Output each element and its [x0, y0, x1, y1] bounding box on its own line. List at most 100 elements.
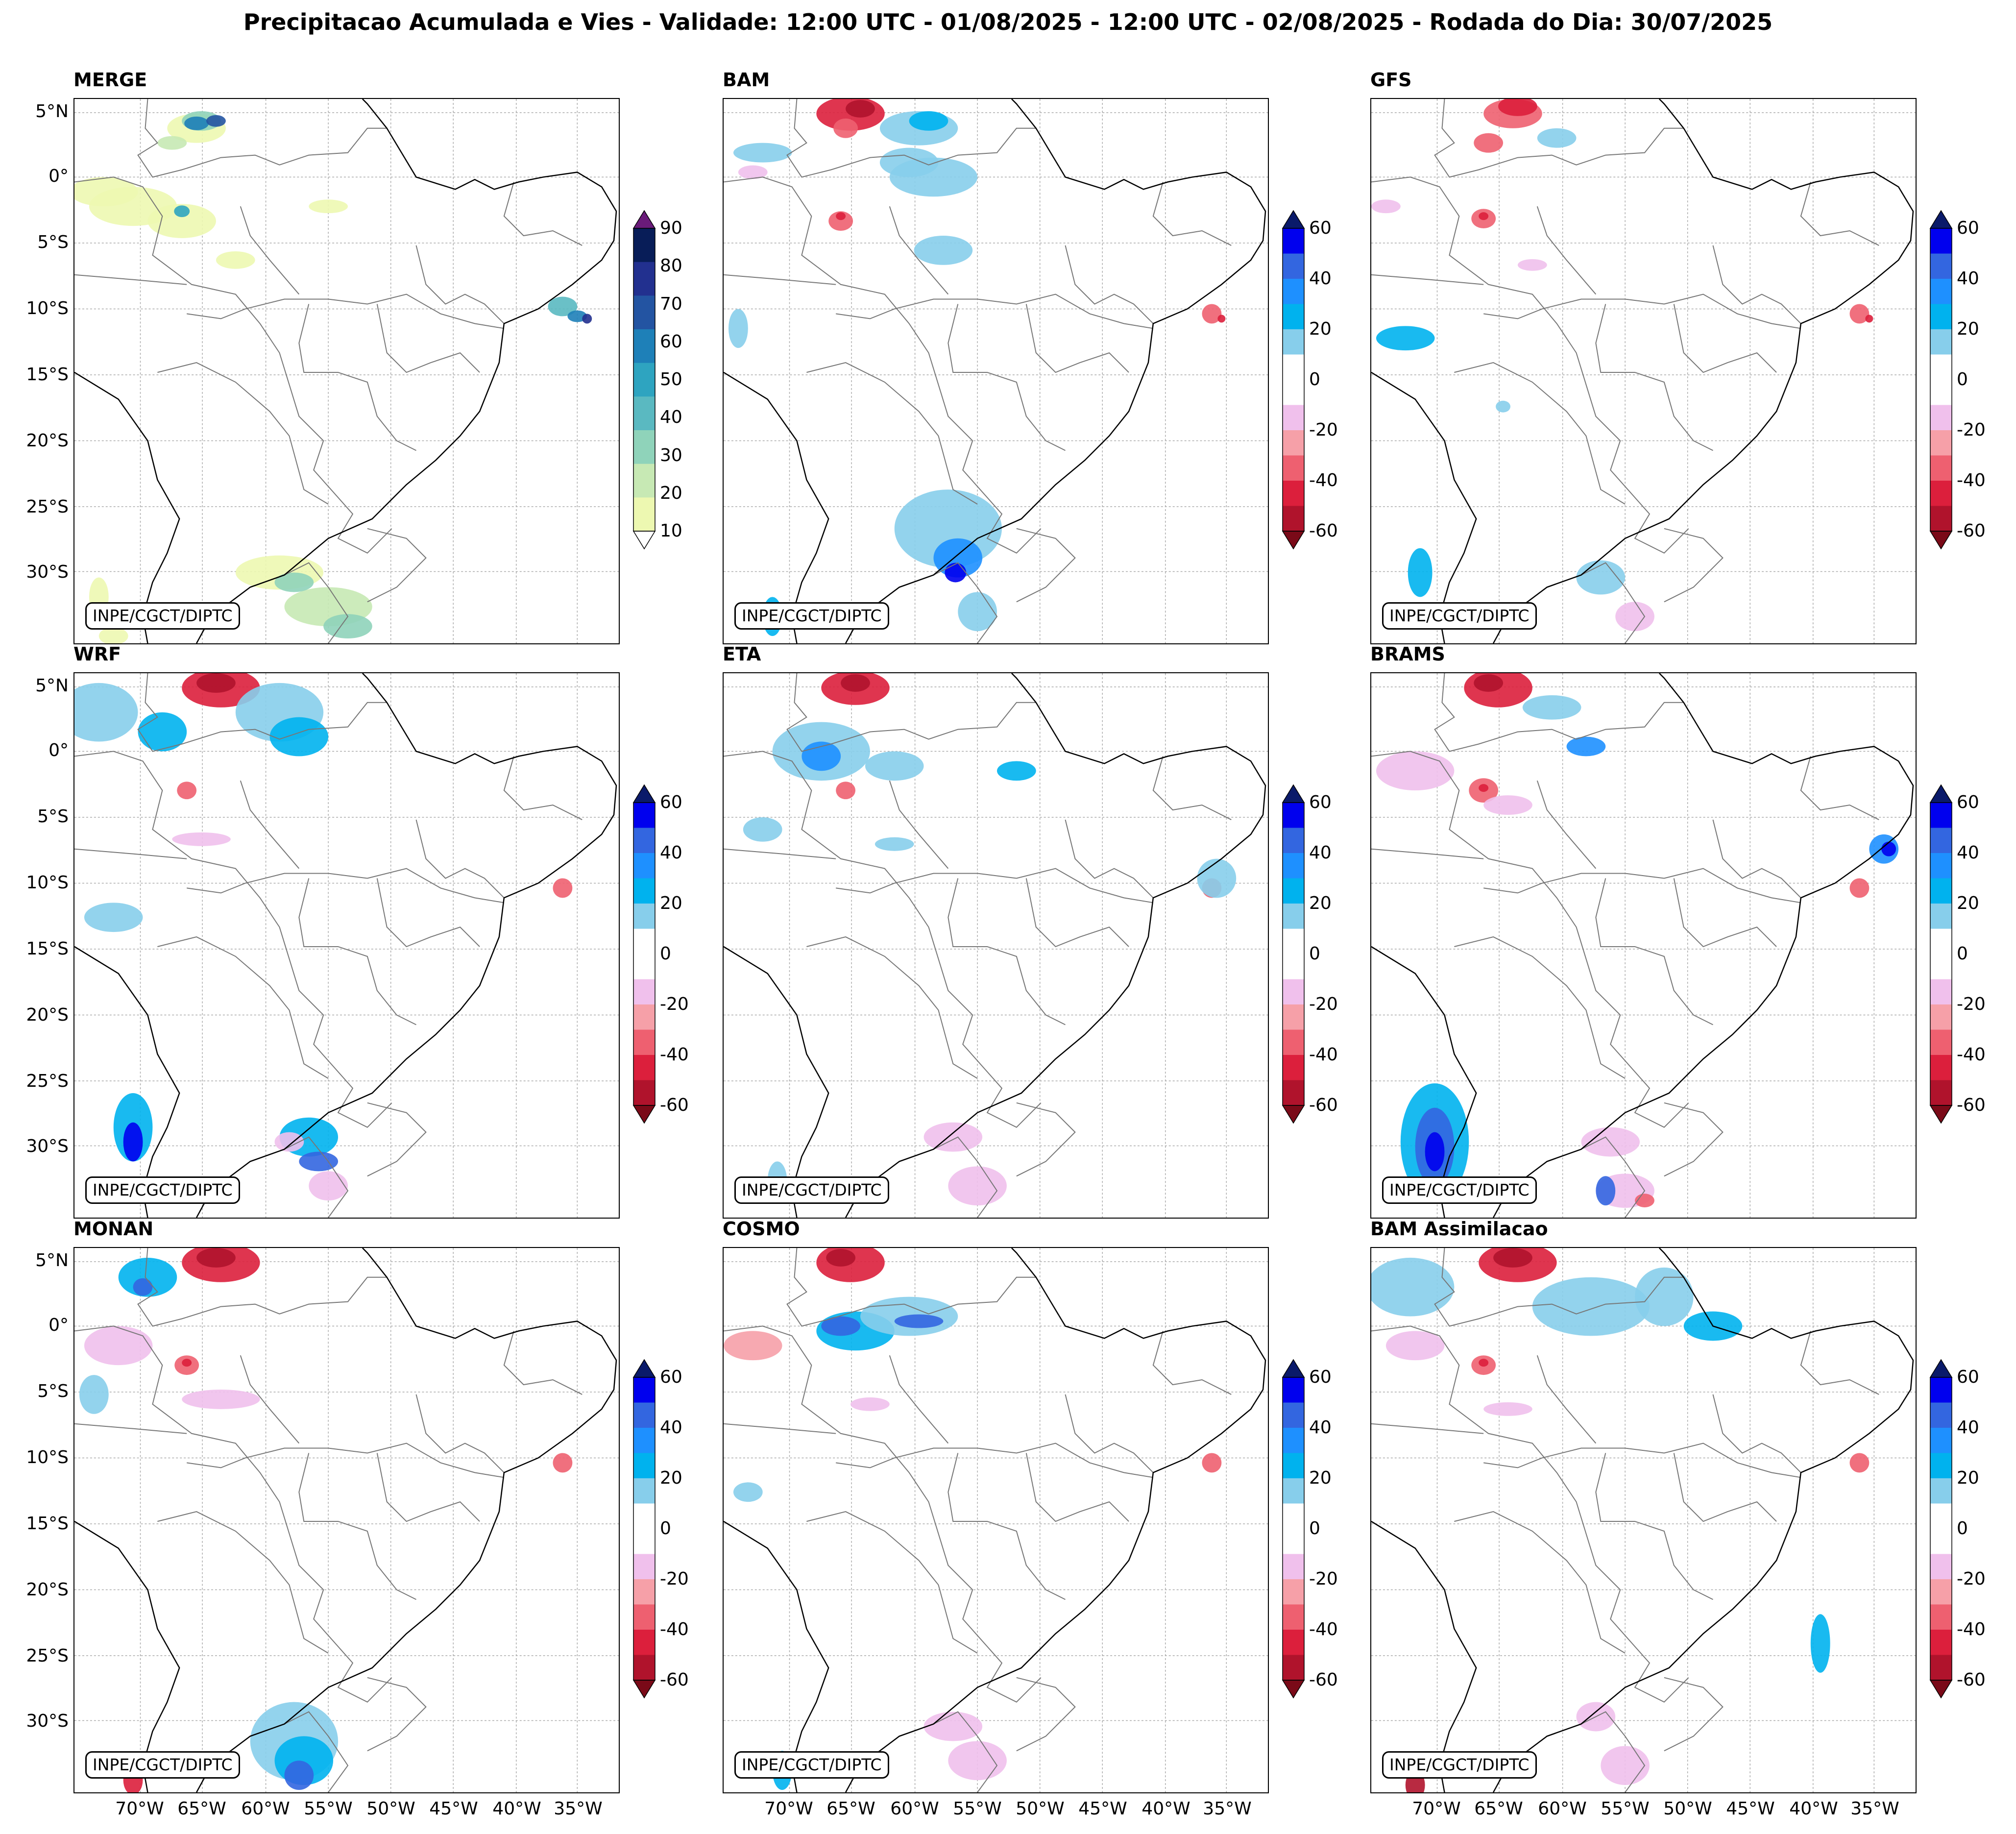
colorbar-tick-label: 60: [660, 792, 682, 812]
colorbar-segment: [633, 262, 655, 296]
field-patch: [309, 1171, 348, 1201]
colorbar-extend-min: [632, 531, 656, 550]
colorbar-segment: [1283, 279, 1304, 304]
lat-tick-label: 25°S: [26, 497, 69, 517]
colorbar-extend-min: [1282, 1105, 1305, 1124]
field-patch: [182, 1359, 192, 1367]
field-patch: [1496, 400, 1510, 413]
lon-tick-label: 35°W: [1850, 1799, 1899, 1819]
colorbar-tick-label: 20: [1309, 893, 1332, 913]
colorbar-tick-label: 30: [660, 445, 682, 465]
field-patch: [1566, 736, 1606, 757]
colorbar-tick-label: 40: [660, 1418, 682, 1438]
colorbar-extend-min: [1929, 1105, 1953, 1124]
colorbar-tick-label: 60: [1309, 1367, 1332, 1387]
colorbar-extend-min: [1929, 531, 1953, 550]
colorbar-tick-label: 20: [660, 893, 682, 913]
colorbar-segment: [1930, 481, 1952, 506]
lat-tick-label: 10°S: [26, 1447, 69, 1467]
colorbar-segment: [1283, 1029, 1304, 1055]
field-patch: [933, 538, 983, 578]
colorbar-tick-label: 40: [1957, 269, 1979, 289]
colorbar-segment: [633, 329, 655, 364]
field-patch: [182, 1389, 260, 1409]
colorbar-tick-label: 0: [1957, 1518, 1968, 1539]
colorbar-segment: [633, 1428, 655, 1453]
colorbar-extend-max: [632, 210, 656, 229]
map-canvas-gfs: [1371, 99, 1916, 643]
map-canvas-bam-assimilacao: [1371, 1248, 1916, 1792]
colorbar-extend-min: [632, 1105, 656, 1124]
lon-tick-label: 35°W: [1203, 1799, 1252, 1819]
colorbar-segment: [1930, 1529, 1952, 1554]
colorbar-tick-label: 10: [660, 521, 682, 541]
field-patch: [1474, 133, 1504, 153]
lat-tick-label: 5°N: [35, 101, 69, 122]
colorbar-segment: [1283, 828, 1304, 854]
colorbar-segment: [1930, 1428, 1952, 1453]
colorbar-segment: [1283, 506, 1304, 532]
colorbar-tick-label: -60: [660, 1095, 689, 1115]
field-patch: [889, 157, 978, 197]
field-patch: [274, 572, 314, 592]
field-patch: [914, 235, 973, 265]
panel-title-gfs: GFS: [1370, 69, 1412, 91]
colorbar-segment: [1930, 405, 1952, 431]
colorbar-tick-label: -40: [1309, 1045, 1338, 1065]
lat-tick-label: 30°S: [26, 562, 69, 582]
colorbar-eta: [1282, 784, 1305, 1124]
field-patch: [309, 199, 348, 214]
field-patch: [553, 1453, 573, 1473]
field-patch: [284, 1761, 314, 1790]
colorbar-brams: [1929, 784, 1953, 1124]
colorbar-segment: [633, 853, 655, 879]
colorbar-segment: [1283, 1604, 1304, 1630]
field-patch: [1425, 1132, 1445, 1172]
colorbar-extend-max: [1282, 784, 1305, 803]
colorbar-segment: [633, 828, 655, 854]
map-monan: INPE/CGCT/DIPTC: [73, 1247, 620, 1793]
field-patch: [1479, 212, 1489, 220]
colorbar-segment: [1930, 1604, 1952, 1630]
colorbar-segment: [633, 1377, 655, 1403]
lon-tick-label: 70°W: [764, 1799, 813, 1819]
lon-tick-label: 60°W: [890, 1799, 939, 1819]
colorbar-tick-label: -60: [660, 1670, 689, 1690]
colorbar-segment: [1283, 929, 1304, 954]
colorbar-segment: [1930, 1055, 1952, 1080]
field-patch: [172, 832, 231, 846]
colorbar-segment: [633, 430, 655, 465]
colorbar-tick-label: 60: [660, 1367, 682, 1387]
credit-label: INPE/CGCT/DIPTC: [734, 602, 889, 630]
lon-tick-label: 40°W: [1142, 1799, 1190, 1819]
field-patch: [996, 761, 1036, 781]
colorbar-segment: [1930, 1377, 1952, 1403]
colorbar-segment: [633, 878, 655, 904]
field-patch: [1479, 784, 1489, 792]
field-patch: [582, 314, 592, 324]
colorbar-segment: [633, 1004, 655, 1030]
colorbar-segment: [1283, 803, 1304, 828]
colorbar-tick-label: 50: [660, 369, 682, 390]
field-patch: [157, 136, 187, 150]
colorbar-merge: [632, 210, 656, 550]
colorbar-tick-label: -40: [1957, 1619, 1986, 1639]
colorbar-extend-min: [632, 1680, 656, 1699]
field-patch: [1635, 1267, 1694, 1326]
field-patch: [923, 1122, 983, 1152]
field-patch: [948, 1741, 1007, 1781]
credit-label: INPE/CGCT/DIPTC: [85, 1176, 240, 1204]
field-patch: [74, 683, 138, 742]
field-patch: [1197, 858, 1237, 898]
field-patch: [1601, 1746, 1650, 1785]
field-patch: [1483, 1402, 1532, 1416]
field-patch: [836, 212, 846, 220]
colorbar-extend-max: [632, 784, 656, 803]
colorbar-segment: [1283, 878, 1304, 904]
field-patch: [567, 310, 587, 322]
field-patch: [733, 1482, 763, 1502]
colorbar-segment: [633, 228, 655, 263]
colorbar-tick-label: 0: [660, 944, 671, 964]
field-patch: [1849, 1453, 1870, 1473]
colorbar-tick-label: 70: [660, 293, 682, 314]
